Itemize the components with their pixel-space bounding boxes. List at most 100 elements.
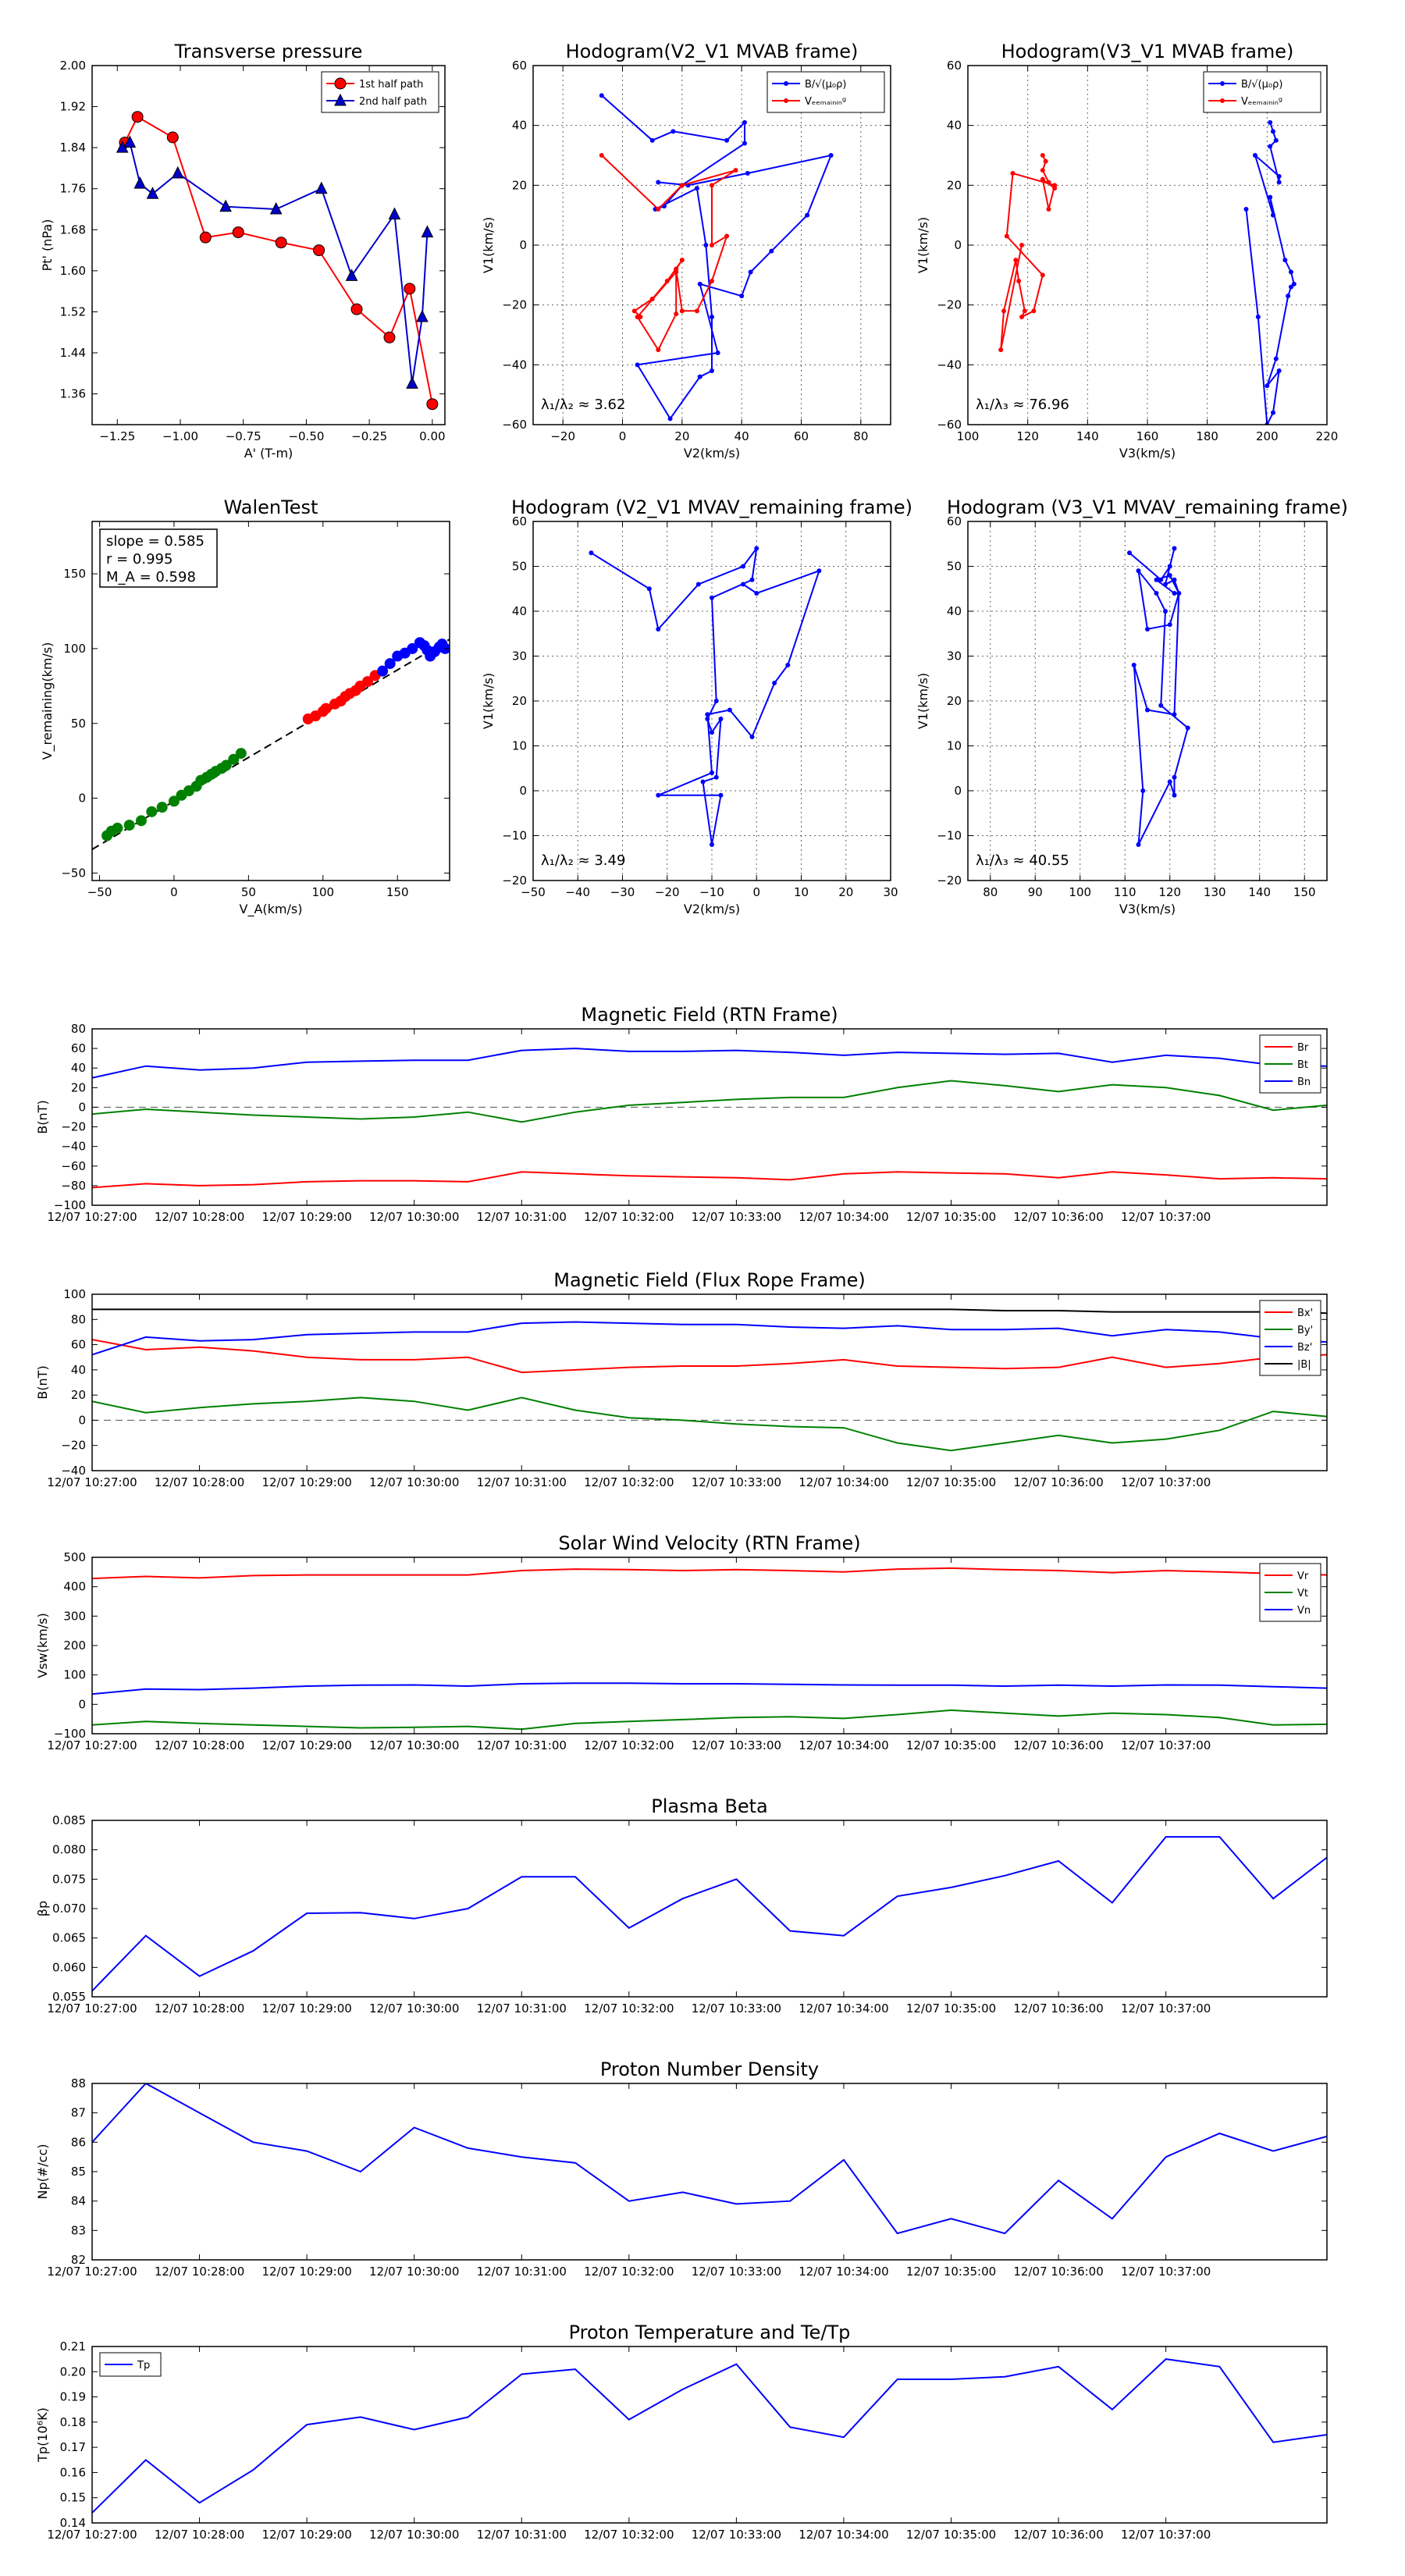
data-point bbox=[1271, 212, 1275, 218]
data-point bbox=[697, 281, 702, 286]
data-point bbox=[135, 815, 147, 827]
legend-label: Vₑₑₘₐᵢₙᵢₙᵍ bbox=[805, 96, 846, 108]
data-point bbox=[383, 331, 396, 343]
data-point bbox=[589, 550, 594, 556]
stats-line: M_A = 0.598 bbox=[106, 569, 196, 585]
chart-panel-7: 12/07 10:27:00 12/07 10:28:00 12/07 10:29:… bbox=[35, 1269, 1328, 1489]
data-point bbox=[670, 129, 676, 134]
stats-line: r = 0.995 bbox=[106, 551, 173, 568]
x-tick-label: 12/07 10:29:00 bbox=[261, 2001, 351, 2016]
chart-title: Solar Wind Velocity (RTN Frame) bbox=[558, 1532, 860, 1554]
data-point bbox=[742, 119, 747, 125]
data-point bbox=[1163, 582, 1168, 587]
data-point bbox=[168, 795, 180, 807]
stats-box bbox=[99, 528, 218, 588]
data-point bbox=[1046, 207, 1051, 212]
plot-frame bbox=[91, 521, 450, 881]
y-tick-label: 10 bbox=[512, 739, 527, 753]
y-tick-label: 40 bbox=[947, 604, 962, 618]
x-tick-label: 12/07 10:30:00 bbox=[369, 1475, 459, 1489]
y-tick-label: 0.070 bbox=[52, 1902, 86, 1916]
y-tick-label: −20 bbox=[61, 1120, 86, 1134]
x-tick-label: −20 bbox=[550, 429, 575, 443]
y-tick-label: 50 bbox=[512, 560, 527, 574]
y-tick-label: 60 bbox=[947, 514, 962, 528]
data-point bbox=[772, 681, 777, 685]
x-tick-label: 12/07 10:28:00 bbox=[155, 1738, 244, 1752]
y-tick-label: −60 bbox=[937, 418, 962, 432]
data-point bbox=[232, 226, 244, 239]
data-point bbox=[1172, 792, 1177, 798]
y-tick-label: −60 bbox=[61, 1159, 86, 1173]
y-tick-label: 60 bbox=[71, 1338, 86, 1352]
x-tick-label: 160 bbox=[1136, 429, 1159, 443]
data-point bbox=[749, 577, 755, 582]
data-point bbox=[112, 822, 123, 834]
data-point bbox=[1273, 356, 1279, 361]
y-tick-label: −20 bbox=[502, 298, 527, 312]
y-tick-label: 500 bbox=[63, 1550, 86, 1564]
data-point bbox=[679, 183, 685, 188]
x-tick-label: 0.00 bbox=[419, 429, 445, 443]
data-point bbox=[133, 176, 147, 189]
data-point bbox=[1136, 568, 1141, 574]
x-tick-label: 12/07 10:27:00 bbox=[47, 2001, 137, 2016]
data-point bbox=[679, 308, 685, 314]
y-tick-label: 0.060 bbox=[52, 1960, 86, 1974]
x-tick-label: −40 bbox=[565, 885, 590, 899]
y-tick-label: 0.075 bbox=[52, 1872, 86, 1886]
y-tick-label: −50 bbox=[61, 866, 86, 880]
x-tick-label: 12/07 10:36:00 bbox=[1013, 1738, 1103, 1752]
x-tick-label: 12/07 10:36:00 bbox=[1013, 2265, 1103, 2279]
x-tick-label: 12/07 10:34:00 bbox=[799, 2528, 888, 2542]
data-point bbox=[235, 748, 247, 760]
legend-marker bbox=[1220, 81, 1225, 86]
series-line-0 bbox=[92, 1339, 1327, 1374]
data-point bbox=[407, 642, 418, 654]
x-tick-label: 20 bbox=[838, 885, 853, 899]
data-point bbox=[703, 243, 709, 247]
x-tick-label: 12/07 10:31:00 bbox=[477, 1738, 567, 1752]
eigen-ratio-annotation: λ₁/λ₂ ≈ 3.62 bbox=[541, 397, 625, 413]
x-tick-label: 40 bbox=[735, 429, 749, 443]
y-tick-label: −40 bbox=[61, 1140, 86, 1154]
legend-label: 1st half path bbox=[359, 79, 423, 91]
x-tick-label: −0.50 bbox=[288, 429, 324, 443]
data-point bbox=[649, 297, 655, 301]
y-tick-label: 40 bbox=[512, 604, 527, 618]
x-tick-label: 12/07 10:36:00 bbox=[1013, 1210, 1103, 1224]
eigen-ratio-annotation: λ₁/λ₃ ≈ 40.55 bbox=[976, 852, 1069, 869]
data-point bbox=[697, 374, 702, 379]
plot-frame bbox=[91, 1293, 1328, 1471]
y-axis-label: V1(km/s) bbox=[916, 673, 930, 729]
data-point bbox=[146, 806, 158, 817]
data-point bbox=[1158, 703, 1164, 708]
x-tick-label: 12/07 10:27:00 bbox=[47, 2265, 137, 2279]
data-point bbox=[1163, 609, 1168, 614]
chart-title: Hodogram (V3_V1 MVAV_remaining frame) bbox=[947, 496, 1348, 518]
x-tick-label: 12/07 10:32:00 bbox=[584, 1738, 674, 1752]
y-tick-label: 100 bbox=[63, 1668, 86, 1682]
data-point bbox=[1185, 725, 1190, 731]
plot-area bbox=[533, 521, 891, 881]
legend: B/√(μ₀ρ) Vₑₑₘₐᵢₙᵢₙᵍ bbox=[767, 71, 885, 113]
y-tick-label: 0 bbox=[78, 792, 86, 806]
series-line-1 bbox=[92, 1709, 1327, 1731]
data-point bbox=[1268, 144, 1273, 149]
y-tick-label: 40 bbox=[71, 1061, 86, 1075]
chart-panel-0: −1.25 −1.00 −0.75 −0.50 −0.25 0.00 1.36 1.44 1.5… bbox=[40, 41, 446, 461]
data-point bbox=[733, 168, 738, 173]
x-tick-label: 12/07 10:28:00 bbox=[155, 1210, 244, 1224]
y-tick-label: 20 bbox=[947, 694, 962, 708]
y-tick-label: 0 bbox=[78, 1100, 86, 1114]
data-point bbox=[674, 311, 679, 317]
y-tick-label: 86 bbox=[71, 2135, 86, 2149]
chart-title: Hodogram (V2_V1 MVAV_remaining frame) bbox=[511, 496, 912, 518]
x-tick-label: 110 bbox=[1114, 885, 1136, 899]
legend-label: Tp bbox=[137, 2360, 150, 2371]
data-point bbox=[1127, 550, 1132, 556]
plot-frame bbox=[91, 2346, 1328, 2524]
plot-frame bbox=[91, 1820, 1328, 1998]
data-point bbox=[631, 308, 637, 314]
x-tick-label: 12/07 10:33:00 bbox=[692, 2528, 781, 2542]
